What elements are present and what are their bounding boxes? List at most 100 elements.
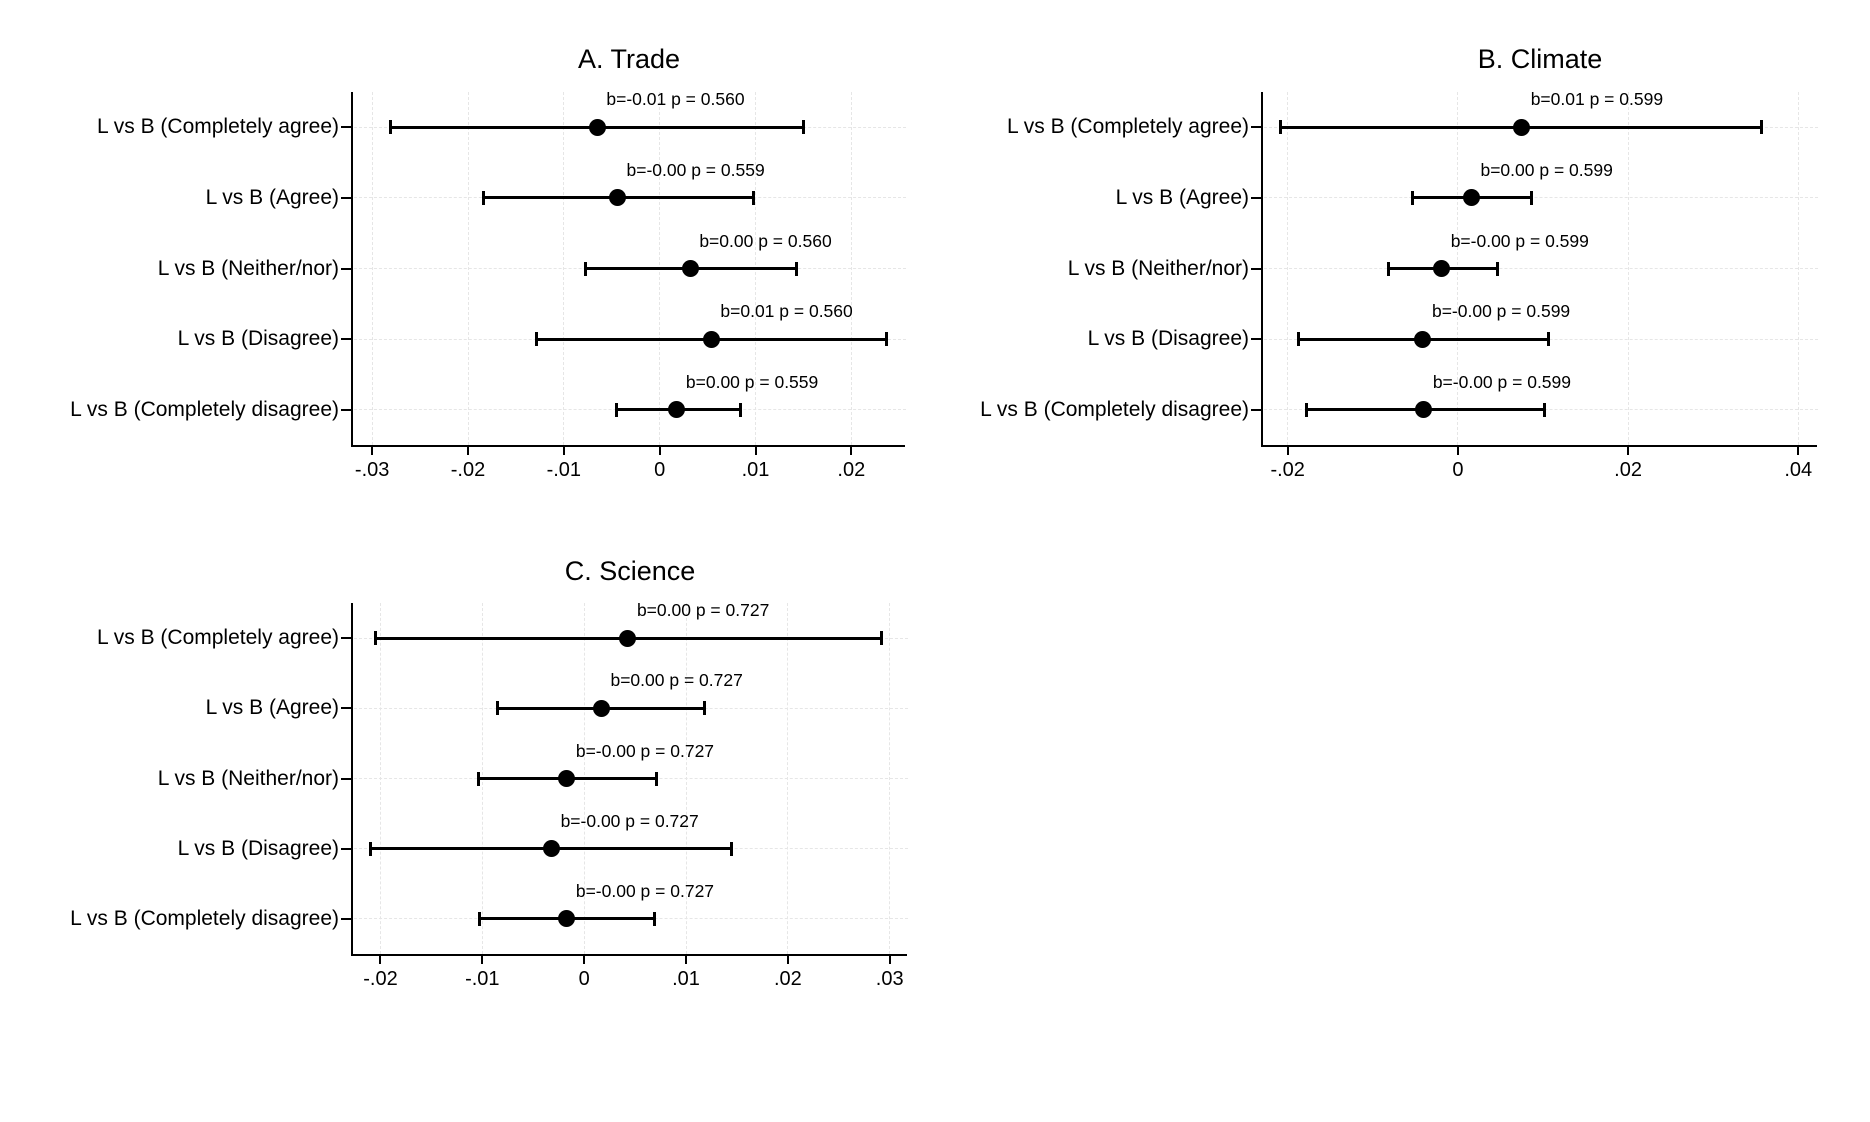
panel-a-row-label: L vs B (Disagree) xyxy=(177,327,339,351)
panel-b-row-label: L vs B (Disagree) xyxy=(1087,327,1249,351)
panel-a-x-tick xyxy=(562,445,565,455)
panel-c-y-tick xyxy=(341,777,351,780)
panel-a-x-tick xyxy=(658,445,661,455)
panel-c-x-tick-label: 0 xyxy=(578,968,590,990)
panel-c-point-estimate xyxy=(558,910,576,928)
panel-a-point-estimate xyxy=(588,118,606,136)
panel-c-error-bar-left-cap xyxy=(477,911,481,926)
panel-c-y-axis xyxy=(351,603,353,956)
panel-c-coef-note: b=0.00 p = 0.727 xyxy=(610,670,743,691)
panel-c-y-tick xyxy=(341,847,351,850)
panel-a-x-tick xyxy=(754,445,757,455)
panel-c-error-bar-right-cap xyxy=(702,701,706,716)
panel-a-error-bar-left-cap xyxy=(388,120,392,135)
panel-b-y-tick xyxy=(1251,267,1261,270)
panel-a-y-tick xyxy=(341,408,351,411)
panel-b-error-bar-right-cap xyxy=(1530,190,1534,205)
panel-b-point-estimate xyxy=(1433,260,1451,277)
panel-a-coef-note: b=0.00 p = 0.559 xyxy=(685,371,819,392)
panel-b-y-tick xyxy=(1251,338,1261,341)
panel-b-y-tick xyxy=(1251,196,1261,199)
panel-c-row-label: L vs B (Completely disagree) xyxy=(70,906,339,930)
panel-b-x-tick-label: -.02 xyxy=(1270,459,1305,481)
panel-b-x-axis xyxy=(1261,445,1817,447)
panel-b-row-label: L vs B (Agree) xyxy=(1115,185,1249,209)
panel-a-x-tick-label: .02 xyxy=(837,459,866,481)
panel-b-x-tick xyxy=(1627,445,1630,455)
panel-c-row-label: L vs B (Completely agree) xyxy=(97,626,339,650)
panel-c-coef-note: b=0.00 p = 0.727 xyxy=(636,600,770,621)
panel-a-x-tick xyxy=(467,445,469,455)
panel-a-coef-note: b=0.01 p = 0.560 xyxy=(720,301,853,322)
panel-c-x-tick xyxy=(685,954,687,964)
panel-a-row-label: L vs B (Completely agree) xyxy=(97,115,339,139)
panel-c-error-bar-left-cap xyxy=(496,701,500,716)
panel-a-x-tick-label: -.02 xyxy=(450,459,486,481)
panel-b-horizontal-gridline xyxy=(1264,197,1818,199)
panel-b-error-bar-left-cap xyxy=(1304,402,1308,417)
panel-b-row-label: L vs B (Neither/nor) xyxy=(1067,256,1249,280)
panel-c-error-bar-right-cap xyxy=(880,631,884,646)
panel-c-x-tick xyxy=(379,954,382,964)
panel-a-x-tick xyxy=(850,445,853,455)
panel-c-x-tick-label: .02 xyxy=(773,968,802,990)
panel-b-error-bar-right-cap xyxy=(1543,402,1547,417)
panel-b-error-bar-right-cap xyxy=(1495,261,1499,276)
panel-a-point-estimate xyxy=(702,330,720,348)
panel-a-error-bar-left-cap xyxy=(481,190,485,205)
panel-c-coef-note: b=-0.00 p = 0.727 xyxy=(575,740,715,761)
panel-c-error-bar-right-cap xyxy=(652,911,656,926)
panel-b-x-tick-label: 0 xyxy=(1452,459,1464,481)
panel-c-coef-note: b=-0.00 p = 0.727 xyxy=(560,810,699,831)
panel-a-error-bar-left-cap xyxy=(534,332,538,347)
panel-b-coef-note: b=0.01 p = 0.599 xyxy=(1530,89,1664,110)
panel-c-y-tick xyxy=(341,707,351,710)
panel-c-row-label: L vs B (Neither/nor) xyxy=(157,766,339,790)
panel-c-error-bar-right-cap xyxy=(730,841,734,856)
panel-b-point-estimate xyxy=(1513,118,1531,136)
panel-a-error-bar-right-cap xyxy=(795,261,799,276)
panel-a-y-tick xyxy=(341,267,351,270)
panel-a-coef-note: b=-0.00 p = 0.559 xyxy=(626,159,765,180)
panel-c-x-tick-label: .03 xyxy=(875,968,904,990)
panel-b-coef-note: b=0.00 p = 0.599 xyxy=(1480,159,1613,180)
panel-b-x-tick xyxy=(1797,445,1800,455)
panel-c-x-tick-label: .01 xyxy=(672,968,700,990)
panel-b-x-tick xyxy=(1456,445,1459,455)
panel-b-horizontal-gridline xyxy=(1264,268,1818,269)
panel-a-y-axis xyxy=(351,92,353,447)
panel-a-row-label: L vs B (Completely disagree) xyxy=(70,397,339,421)
panel-c-error-bar-left-cap xyxy=(476,771,480,786)
panel-a-coef-note: b=0.00 p = 0.560 xyxy=(699,230,832,251)
panel-a-x-tick-label: .01 xyxy=(741,459,770,481)
panel-c-x-tick xyxy=(786,954,789,964)
panel-a-row-label: L vs B (Neither/nor) xyxy=(157,256,339,280)
panel-c-point-estimate xyxy=(619,629,637,647)
panel-a-x-tick-label: -.01 xyxy=(546,459,582,481)
panel-b-row-label: L vs B (Completely agree) xyxy=(1007,115,1249,139)
panel-a-coef-note: b=-0.01 p = 0.560 xyxy=(606,89,745,110)
panel-b-coef-note: b=-0.00 p = 0.599 xyxy=(1432,371,1571,392)
panel-c-y-tick xyxy=(341,917,351,920)
panel-c-x-tick xyxy=(481,954,484,964)
panel-b-point-estimate xyxy=(1415,401,1433,419)
panel-a-y-tick xyxy=(341,338,351,341)
panel-c-x-tick xyxy=(888,954,891,964)
panel-b-y-tick xyxy=(1251,408,1261,411)
panel-a-point-estimate xyxy=(609,189,626,207)
panel-b-error-bar-left-cap xyxy=(1411,190,1415,205)
panel-b-y-axis xyxy=(1261,92,1263,447)
panel-a-error-bar-left-cap xyxy=(615,402,619,417)
panel-a-row-label: L vs B (Agree) xyxy=(205,185,339,209)
panel-c-point-estimate xyxy=(592,699,610,717)
panel-c-x-tick-label: -.02 xyxy=(363,968,398,990)
panel-a-error-bar-right-cap xyxy=(752,190,756,205)
panel-b-title: B. Climate xyxy=(1477,44,1603,74)
panel-c-row-label: L vs B (Agree) xyxy=(205,696,339,720)
panel-c-x-tick-label: -.01 xyxy=(465,968,500,990)
panel-a-error-bar-right-cap xyxy=(801,120,805,135)
panel-b-point-estimate xyxy=(1414,330,1432,348)
panel-c-x-axis xyxy=(351,954,907,956)
panel-a-point-estimate xyxy=(681,260,699,277)
panel-b-error-bar-left-cap xyxy=(1279,120,1283,135)
